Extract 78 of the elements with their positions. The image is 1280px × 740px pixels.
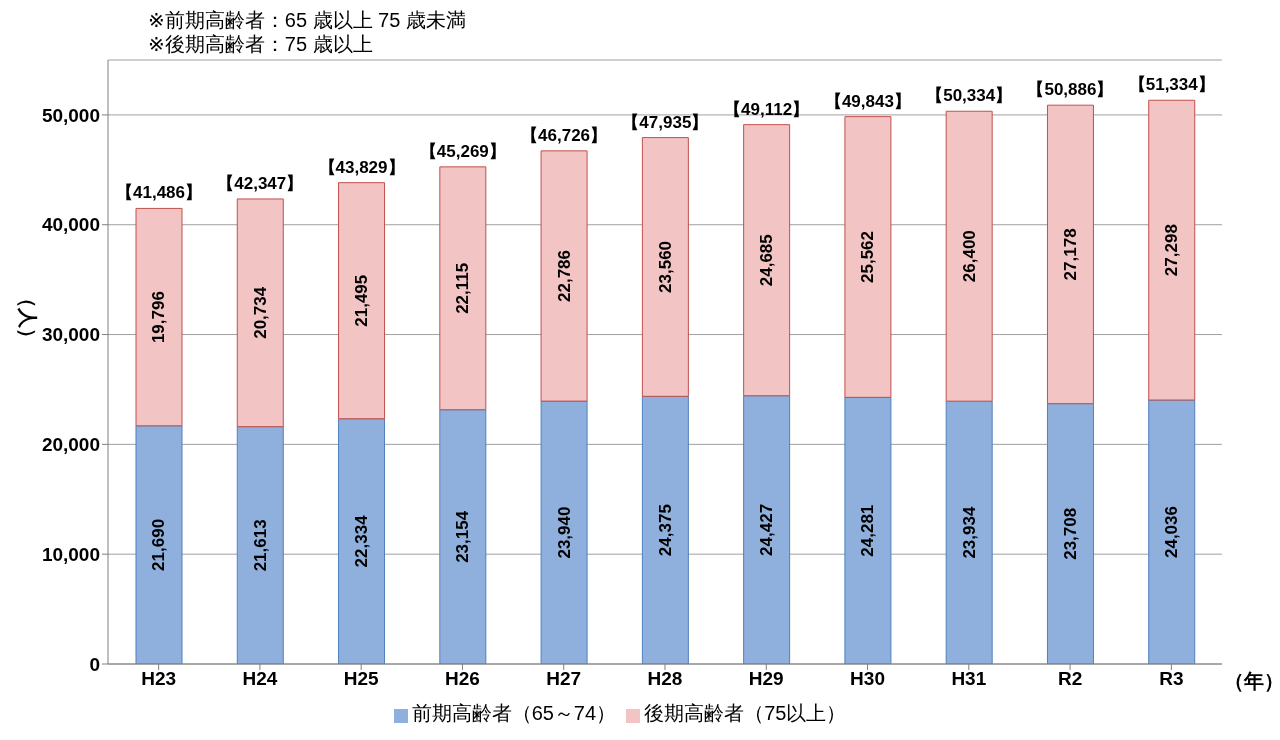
y-tick-label: 30,000 bbox=[41, 324, 100, 346]
total-label: 【47,935】 bbox=[622, 112, 709, 132]
data-label: 23,708 bbox=[1060, 507, 1080, 560]
x-tick-label: H31 bbox=[951, 668, 987, 690]
legend-label: 前期高齢者（65～74） bbox=[411, 702, 617, 724]
text: ※前期高齢者：65 歳以上 75 歳未満 bbox=[148, 8, 466, 32]
x-tick-label: H27 bbox=[546, 668, 582, 690]
bar bbox=[641, 395, 689, 664]
text: ※後期高齢者：75 歳以上 bbox=[148, 32, 374, 56]
bar bbox=[135, 207, 183, 427]
total-label: 【45,269】 bbox=[419, 141, 506, 161]
total-label: 【51,334】 bbox=[1128, 75, 1215, 95]
bar bbox=[1046, 104, 1094, 405]
legend-label: 後期高齢者（75以上） bbox=[644, 702, 847, 724]
x-tick-label: H30 bbox=[850, 668, 885, 690]
total-label: 【50,334】 bbox=[926, 86, 1013, 106]
bar bbox=[641, 137, 689, 397]
bar bbox=[338, 418, 386, 664]
y-tick-label: 50,000 bbox=[41, 104, 100, 126]
data-label: 24,427 bbox=[757, 503, 777, 556]
x-tick-label: H24 bbox=[242, 668, 278, 690]
data-label: 23,560 bbox=[655, 240, 675, 293]
bar bbox=[1148, 99, 1196, 401]
bar bbox=[945, 400, 993, 664]
data-label: 20,734 bbox=[250, 286, 270, 339]
bar bbox=[540, 400, 588, 664]
data-label: 22,334 bbox=[352, 514, 372, 568]
x-axis-title: （年） bbox=[1224, 669, 1280, 694]
data-label: 27,298 bbox=[1162, 224, 1182, 277]
data-label: 23,940 bbox=[554, 506, 574, 559]
bar bbox=[439, 166, 487, 411]
bar bbox=[236, 198, 284, 428]
data-label: 24,281 bbox=[858, 504, 878, 557]
data-label: 25,562 bbox=[858, 230, 878, 283]
x-tick-label: H28 bbox=[647, 668, 683, 690]
bar bbox=[1046, 403, 1094, 664]
total-label: 【49,843】 bbox=[824, 91, 911, 111]
total-label: 【43,829】 bbox=[318, 157, 405, 177]
data-label: 22,786 bbox=[554, 249, 574, 302]
data-label: 22,115 bbox=[453, 262, 473, 314]
data-label: 23,934 bbox=[959, 506, 979, 559]
y-axis-title: （人） bbox=[17, 288, 39, 348]
total-label: 【46,726】 bbox=[521, 125, 608, 145]
total-label: 【41,486】 bbox=[116, 183, 202, 203]
data-label: 26,400 bbox=[959, 230, 979, 283]
data-label: 24,375 bbox=[655, 504, 675, 557]
x-tick-label: H23 bbox=[141, 668, 177, 690]
x-tick-label: R3 bbox=[1159, 668, 1184, 690]
y-tick-label: 0 bbox=[89, 653, 100, 675]
bar bbox=[236, 426, 284, 664]
bar bbox=[743, 395, 791, 664]
bar bbox=[945, 110, 993, 402]
x-tick-label: H25 bbox=[343, 668, 380, 690]
bar bbox=[540, 150, 588, 402]
total-label: 【42,347】 bbox=[217, 173, 304, 193]
x-tick-label: H29 bbox=[748, 668, 784, 690]
total-label: 【49,112】 bbox=[724, 99, 810, 119]
data-label: 21,613 bbox=[250, 519, 270, 572]
bar bbox=[338, 182, 386, 420]
bar bbox=[743, 124, 791, 397]
y-tick-label: 20,000 bbox=[41, 434, 100, 456]
bar bbox=[844, 116, 892, 398]
data-label: 23,154 bbox=[453, 510, 473, 563]
x-tick-label: R2 bbox=[1057, 668, 1083, 690]
data-label: 19,796 bbox=[149, 291, 169, 344]
y-tick-label: 10,000 bbox=[41, 543, 100, 565]
data-label: 24,685 bbox=[757, 234, 777, 287]
data-label: 24,036 bbox=[1162, 506, 1182, 559]
data-label: 21,495 bbox=[352, 274, 372, 327]
x-tick-label: H26 bbox=[445, 668, 480, 690]
total-label: 【50,886】 bbox=[1027, 80, 1114, 100]
data-label: 27,178 bbox=[1060, 228, 1080, 281]
bar bbox=[135, 425, 183, 664]
bar bbox=[439, 409, 487, 664]
data-label: 21,690 bbox=[149, 518, 169, 571]
bar bbox=[1148, 399, 1196, 664]
y-tick-label: 40,000 bbox=[41, 214, 100, 236]
bar bbox=[844, 396, 892, 664]
